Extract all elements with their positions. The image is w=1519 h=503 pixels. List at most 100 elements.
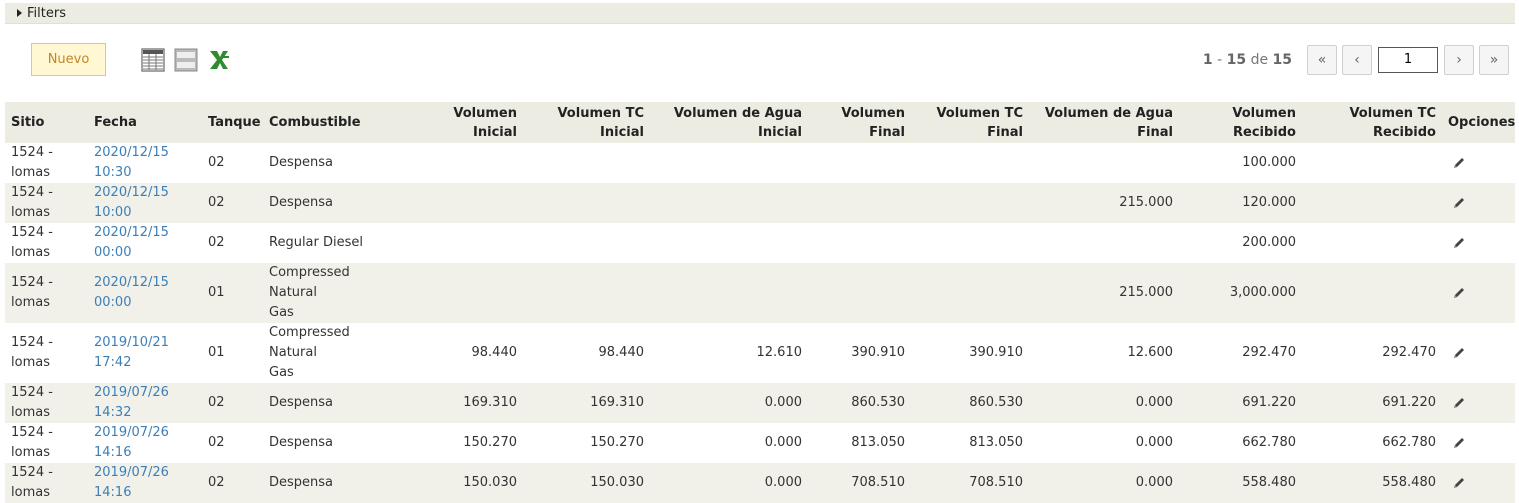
cell-volumen-agua-final xyxy=(1029,143,1179,183)
header-volumen-agua-inicial[interactable]: Volumen de Agua Inicial xyxy=(673,105,802,140)
cell-volumen-tc-final: 860.530 xyxy=(969,395,1023,410)
fecha-link[interactable]: 2020/12/15 00:00 xyxy=(94,225,169,260)
fecha-link[interactable]: 2019/10/21 17:42 xyxy=(94,335,169,370)
table-row: 1524 - lomas 2019/07/26 14:16 02 Despensa 150.… xyxy=(5,423,1515,463)
fecha-link[interactable]: 2020/12/15 00:00 xyxy=(94,275,169,310)
fecha-link[interactable]: 2020/12/15 10:30 xyxy=(94,145,169,180)
cell-volumen-tc-recibido: 558.480 xyxy=(1382,475,1436,490)
cell-fecha[interactable]: 2019/07/26 14:32 xyxy=(88,383,202,423)
cell-volumen-inicial: 150.030 xyxy=(463,475,517,490)
cell-volumen-final xyxy=(808,263,911,323)
edit-icon[interactable] xyxy=(1452,236,1466,250)
edit-icon[interactable] xyxy=(1452,436,1466,450)
cell-volumen-tc-recibido: 292.470 xyxy=(1382,345,1436,360)
next-page-button[interactable]: › xyxy=(1444,44,1474,75)
fecha-link[interactable]: 2019/07/26 14:32 xyxy=(94,385,169,420)
cell-opciones xyxy=(1442,263,1515,323)
cell-sitio: 1524 - lomas xyxy=(11,385,53,420)
cell-combustible: Compressed Natural Gas xyxy=(269,325,350,380)
first-page-button[interactable]: « xyxy=(1307,44,1337,75)
cell-sitio: 1524 - lomas xyxy=(11,465,53,500)
header-sitio[interactable]: Sitio xyxy=(11,115,45,130)
cell-volumen-tc-inicial xyxy=(523,143,650,183)
header-volumen-tc-inicial[interactable]: Volumen TC Inicial xyxy=(557,105,644,140)
header-volumen-tc-recibido[interactable]: Volumen TC Recibido xyxy=(1349,105,1436,140)
cell-volumen-agua-inicial: 12.610 xyxy=(756,345,803,360)
filters-label: Filters xyxy=(27,5,66,21)
cell-fecha[interactable]: 2019/07/26 14:16 xyxy=(88,463,202,503)
cell-fecha[interactable]: 2020/12/15 00:00 xyxy=(88,223,202,263)
cell-volumen-tc-inicial: 150.270 xyxy=(590,435,644,450)
cell-volumen-tc-inicial xyxy=(523,183,650,223)
cell-volumen-recibido: 292.470 xyxy=(1242,345,1296,360)
caret-right-icon xyxy=(17,9,22,17)
edit-icon[interactable] xyxy=(1452,156,1466,170)
cell-sitio: 1524 - lomas xyxy=(11,225,53,260)
header-volumen-recibido[interactable]: Volumen Recibido xyxy=(1232,105,1296,140)
cell-fecha[interactable]: 2020/12/15 10:30 xyxy=(88,143,202,183)
cell-volumen-inicial: 150.270 xyxy=(463,435,517,450)
grid-view-icon[interactable] xyxy=(141,48,165,72)
edit-icon[interactable] xyxy=(1452,476,1466,490)
cell-volumen-tc-final: 708.510 xyxy=(969,475,1023,490)
cell-tanque: 02 xyxy=(208,195,225,210)
cell-volumen-agua-final: 0.000 xyxy=(1135,435,1173,450)
edit-icon[interactable] xyxy=(1452,396,1466,410)
cell-volumen-tc-final xyxy=(911,223,1029,263)
cell-volumen-tc-recibido xyxy=(1302,183,1442,223)
page-number-input[interactable] xyxy=(1378,46,1438,73)
header-volumen-inicial[interactable]: Volumen Inicial xyxy=(453,105,517,140)
cell-volumen-inicial: 98.440 xyxy=(471,345,518,360)
cell-opciones xyxy=(1442,223,1515,263)
cell-tanque: 01 xyxy=(208,345,225,360)
header-volumen-agua-final[interactable]: Volumen de Agua Final xyxy=(1044,105,1173,140)
cell-combustible: Despensa xyxy=(269,475,334,490)
filters-toggle[interactable]: Filters xyxy=(5,3,1515,24)
cell-volumen-final xyxy=(808,183,911,223)
header-fecha[interactable]: Fecha xyxy=(94,115,137,130)
table-row: 1524 - lomas 2019/07/26 14:32 02 Despensa 169.… xyxy=(5,383,1515,423)
prev-page-button[interactable]: ‹ xyxy=(1342,44,1372,75)
last-page-button[interactable]: » xyxy=(1479,44,1509,75)
fecha-link[interactable]: 2020/12/15 10:00 xyxy=(94,185,169,220)
header-tanque[interactable]: Tanque xyxy=(208,115,261,130)
cell-combustible: Compressed Natural Gas xyxy=(269,265,350,320)
excel-export-icon[interactable] xyxy=(207,48,231,72)
cell-sitio: 1524 - lomas xyxy=(11,335,53,370)
cell-opciones xyxy=(1442,383,1515,423)
fecha-link[interactable]: 2019/07/26 14:16 xyxy=(94,465,169,500)
cell-volumen-tc-final: 813.050 xyxy=(969,435,1023,450)
cell-volumen-inicial xyxy=(403,263,523,323)
edit-icon[interactable] xyxy=(1452,346,1466,360)
edit-icon[interactable] xyxy=(1452,286,1466,300)
cell-volumen-agua-inicial: 0.000 xyxy=(764,395,802,410)
cell-volumen-tc-final xyxy=(911,263,1029,323)
cell-volumen-recibido: 558.480 xyxy=(1242,475,1296,490)
new-button[interactable]: Nuevo xyxy=(31,43,106,76)
header-volumen-tc-final[interactable]: Volumen TC Final xyxy=(936,105,1023,140)
cell-fecha[interactable]: 2019/10/21 17:42 xyxy=(88,323,202,383)
cell-volumen-agua-final xyxy=(1029,223,1179,263)
cell-combustible: Regular Diesel xyxy=(269,235,363,250)
cell-volumen-tc-inicial: 150.030 xyxy=(590,475,644,490)
cell-sitio: 1524 - lomas xyxy=(11,275,53,310)
cell-fecha[interactable]: 2019/07/26 14:16 xyxy=(88,423,202,463)
cell-volumen-tc-recibido xyxy=(1302,223,1442,263)
header-combustible[interactable]: Combustible xyxy=(269,115,361,130)
header-volumen-final[interactable]: Volumen Final xyxy=(841,105,905,140)
list-view-icon[interactable] xyxy=(174,48,198,72)
cell-fecha[interactable]: 2020/12/15 00:00 xyxy=(88,263,202,323)
cell-volumen-final xyxy=(808,223,911,263)
cell-opciones xyxy=(1442,423,1515,463)
cell-volumen-agua-inicial xyxy=(650,183,808,223)
cell-volumen-agua-final: 0.000 xyxy=(1135,475,1173,490)
cell-tanque: 02 xyxy=(208,235,225,250)
cell-volumen-tc-inicial: 98.440 xyxy=(598,345,645,360)
cell-fecha[interactable]: 2020/12/15 10:00 xyxy=(88,183,202,223)
cell-volumen-recibido: 691.220 xyxy=(1242,395,1296,410)
fecha-link[interactable]: 2019/07/26 14:16 xyxy=(94,425,169,460)
cell-volumen-recibido: 3,000.000 xyxy=(1229,285,1296,300)
edit-icon[interactable] xyxy=(1452,196,1466,210)
tank-readings-table: Sitio Fecha Tanque Combustible Volumen In… xyxy=(5,102,1515,503)
cell-volumen-recibido: 662.780 xyxy=(1242,435,1296,450)
